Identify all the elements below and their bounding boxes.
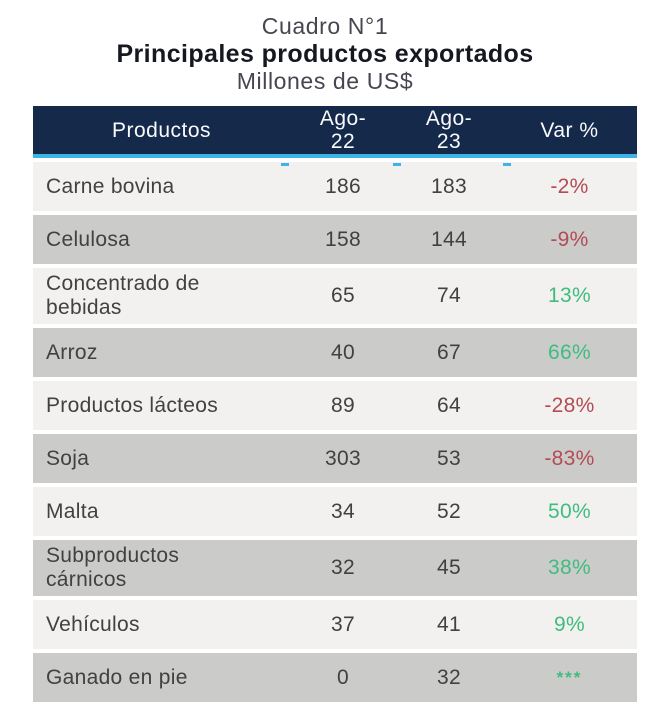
- header-tick-icon: [281, 163, 289, 166]
- cell-ago23: 45: [396, 536, 502, 596]
- table-row: Concentrado de bebidas 65 74 13%: [33, 264, 637, 324]
- cell-ago23: 144: [396, 211, 502, 264]
- figure-caption: Cuadro N°1: [261, 13, 389, 39]
- cell-ago23: 53: [396, 430, 502, 483]
- table-row: Ganado en pie 0 32 ***: [33, 649, 637, 702]
- cell-product: Ganado en pie: [33, 649, 290, 702]
- table-row: Soja 303 53 -83%: [33, 430, 637, 483]
- cell-ago23: 67: [396, 324, 502, 377]
- cell-var-percent: -28%: [502, 377, 637, 430]
- cell-ago23: 52: [396, 483, 502, 536]
- exports-table-container: Productos Ago- 22 Ago- 23 Var % Carne bovi…: [33, 106, 637, 702]
- cell-ago22: 89: [290, 377, 396, 430]
- table-row: Vehículos 37 41 9%: [33, 596, 637, 649]
- table-body: Carne bovina 186 183 -2% Celulosa 158 144 -9% Co…: [33, 158, 637, 702]
- column-header-var: Var %: [502, 106, 637, 158]
- cell-var-percent: 66%: [502, 324, 637, 377]
- cell-product: Vehículos: [33, 596, 290, 649]
- cell-product: Malta: [33, 483, 290, 536]
- cell-var-percent: -2%: [502, 158, 637, 211]
- cell-var-percent: ***: [502, 649, 637, 702]
- table-row: Carne bovina 186 183 -2%: [33, 158, 637, 211]
- cell-ago22: 34: [290, 483, 396, 536]
- cell-product: Subproductos cárnicos: [33, 536, 290, 596]
- table-row: Subproductos cárnicos 32 45 38%: [33, 536, 637, 596]
- table-row: Celulosa 158 144 -9%: [33, 211, 637, 264]
- figure-header: Cuadro N°1 Principales productos exporta…: [0, 0, 650, 95]
- cell-product: Concentrado de bebidas: [33, 264, 290, 324]
- cell-var-percent: -9%: [502, 211, 637, 264]
- cell-product: Arroz: [33, 324, 290, 377]
- table-row: Productos lácteos 89 64 -28%: [33, 377, 637, 430]
- table-row: Malta 34 52 50%: [33, 483, 637, 536]
- cell-ago23: 74: [396, 264, 502, 324]
- header-tick-icon: [393, 163, 401, 166]
- cell-var-percent: 13%: [502, 264, 637, 324]
- exports-table: Productos Ago- 22 Ago- 23 Var % Carne bovi…: [33, 106, 637, 702]
- cell-var-percent: 50%: [502, 483, 637, 536]
- column-header-productos: Productos: [33, 106, 290, 158]
- cell-ago23: 183: [396, 158, 502, 211]
- figure-unit-label: Millones de US$: [236, 68, 414, 94]
- cell-ago22: 158: [290, 211, 396, 264]
- table-row: Arroz 40 67 66%: [33, 324, 637, 377]
- cell-var-percent: 38%: [502, 536, 637, 596]
- cell-product: Soja: [33, 430, 290, 483]
- cell-ago23: 64: [396, 377, 502, 430]
- cell-product: Carne bovina: [33, 158, 290, 211]
- column-header-ago22: Ago- 22: [290, 106, 396, 158]
- cell-ago22: 303: [290, 430, 396, 483]
- cell-ago22: 186: [290, 158, 396, 211]
- table-header-row: Productos Ago- 22 Ago- 23 Var %: [33, 106, 637, 158]
- cell-ago22: 0: [290, 649, 396, 702]
- column-header-ago23: Ago- 23: [396, 106, 502, 158]
- header-tick-icon: [503, 163, 511, 166]
- figure-title: Principales productos exportados: [116, 40, 534, 68]
- cell-product: Celulosa: [33, 211, 290, 264]
- cell-ago23: 32: [396, 649, 502, 702]
- cell-ago23: 41: [396, 596, 502, 649]
- cell-var-percent: 9%: [502, 596, 637, 649]
- cell-product: Productos lácteos: [33, 377, 290, 430]
- cell-var-percent: -83%: [502, 430, 637, 483]
- cell-ago22: 40: [290, 324, 396, 377]
- cell-ago22: 32: [290, 536, 396, 596]
- cell-ago22: 65: [290, 264, 396, 324]
- cell-ago22: 37: [290, 596, 396, 649]
